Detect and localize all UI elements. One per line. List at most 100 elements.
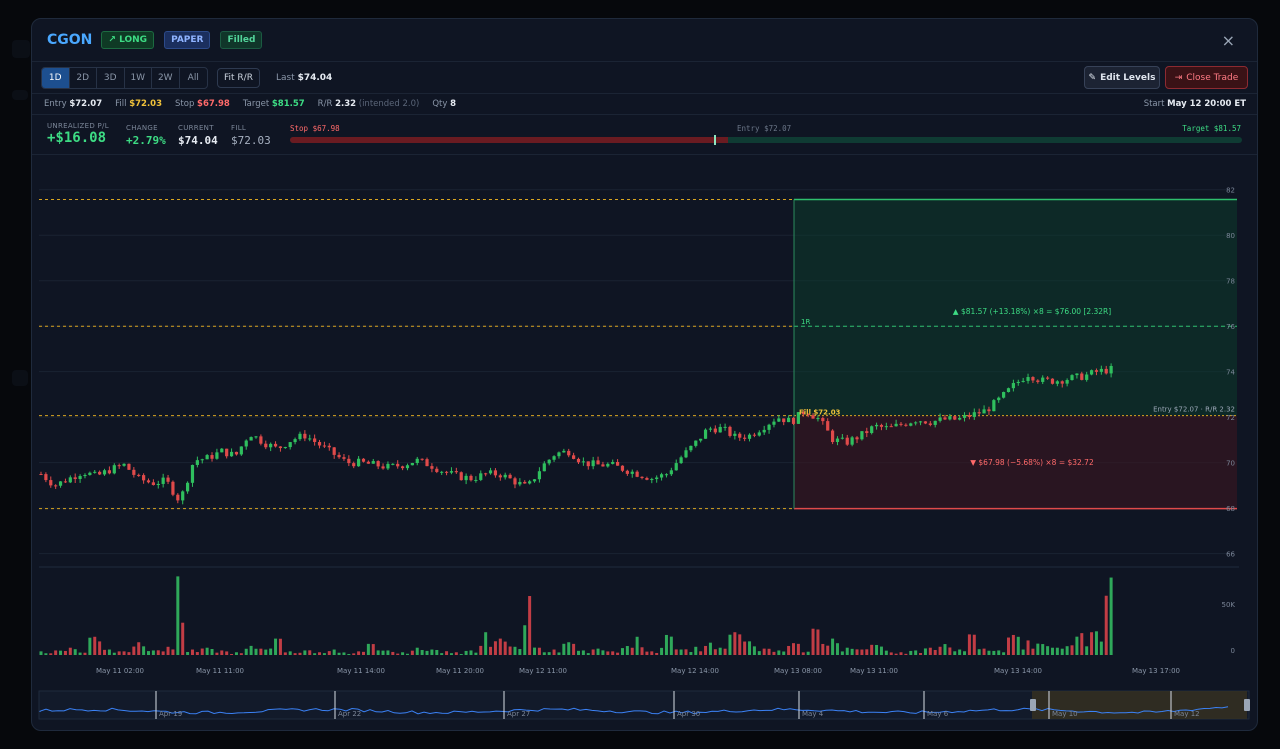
candle-body (386, 463, 390, 469)
volume-bar (963, 651, 967, 655)
candle-body (239, 446, 243, 455)
candle-body (420, 458, 424, 460)
candle-body (83, 474, 87, 477)
volume-bar (840, 651, 844, 655)
volume-bar (68, 647, 72, 655)
price-tick-label: 66 (1226, 551, 1235, 559)
volume-bar (278, 638, 282, 655)
volume-bar (83, 652, 87, 655)
candle-body (708, 428, 713, 430)
candle-body (650, 479, 654, 481)
candle-body (596, 460, 600, 465)
volume-bar (132, 646, 136, 655)
candle-body (928, 423, 932, 425)
volume-bar (63, 650, 67, 655)
volume-bar (498, 638, 502, 655)
candle-body (938, 417, 942, 421)
volume-bar (694, 646, 698, 655)
timeframe-1w[interactable]: 1W (125, 67, 152, 88)
volume-bar (371, 644, 375, 655)
volume-bar (650, 651, 654, 655)
navigator-right-handle (1244, 699, 1250, 711)
chart-toolbar: 1D 2D 3D 1W 2W All Fit R/R Last $74.04 ✎… (32, 61, 1257, 93)
fit-rr-button[interactable]: Fit R/R (217, 67, 260, 88)
candle-body (532, 479, 537, 482)
volume-bar (435, 649, 439, 655)
candle-body (259, 436, 263, 444)
timeframe-3d[interactable]: 3D (97, 67, 125, 88)
candle-body (352, 463, 356, 467)
edit-levels-button[interactable]: ✎ Edit Levels (1084, 66, 1160, 89)
volume-bar (342, 652, 346, 655)
volume-bar (234, 652, 238, 655)
volume-bar (259, 648, 263, 655)
time-tick-label: May 11 20:00 (436, 667, 484, 675)
trend-up-icon: ↗ (108, 35, 120, 45)
volume-bar (748, 641, 752, 655)
volume-bar (391, 651, 395, 655)
volume-bar (249, 645, 253, 655)
volume-bar (616, 652, 620, 655)
candle-body (967, 415, 972, 417)
candle-body (655, 477, 659, 480)
candle-body (752, 434, 757, 436)
volume-bar (977, 649, 981, 655)
candle-body (782, 418, 786, 423)
candle-body (615, 461, 620, 466)
close-trade-button[interactable]: ⇥ Close Trade (1165, 66, 1248, 89)
volume-bar (899, 652, 903, 655)
volume-bar (787, 645, 791, 655)
volume-bar (772, 651, 776, 655)
candle-body (977, 412, 981, 414)
candle-body (98, 471, 102, 475)
volume-bar (562, 643, 566, 655)
volume-bars (39, 576, 1113, 655)
candle-body (283, 447, 287, 449)
candle-body (1080, 373, 1084, 380)
candle-body (620, 465, 625, 471)
volume-bar (577, 650, 580, 655)
target-annotation: ▲ $81.57 (+13.18%) ×8 = $76.00 [2.32R] (953, 307, 1111, 316)
candle-body (772, 421, 776, 425)
volume-bar (1085, 646, 1089, 655)
candle-body (107, 470, 112, 474)
candle-body (1041, 377, 1045, 382)
price-tick-label: 72 (1226, 414, 1235, 422)
volume-bar (283, 652, 287, 655)
volume-bar (469, 650, 473, 655)
candle-body (313, 438, 317, 442)
timeframe-2d[interactable]: 2D (70, 67, 97, 88)
volume-bar (205, 647, 209, 655)
volume-bar (537, 647, 541, 655)
candle-body (78, 476, 82, 480)
volume-bar (914, 650, 918, 655)
trade-info-bar: Entry $72.07 Fill $72.03 Stop $67.98 Tar… (32, 93, 1257, 115)
timeframe-all[interactable]: All (187, 72, 199, 83)
close-icon[interactable]: × (1221, 31, 1235, 50)
candle-body (513, 478, 517, 485)
volume-bar (953, 651, 957, 655)
timeframe-1d[interactable]: 1D (42, 67, 70, 88)
volume-bar (1090, 632, 1094, 655)
volume-bar (195, 652, 199, 655)
volume-bar (1060, 648, 1064, 655)
backdrop-item (12, 370, 28, 386)
volume-bar (225, 651, 229, 655)
timeframe-2w[interactable]: 2W (152, 67, 180, 88)
candle-body (127, 463, 131, 470)
current-stat: CURRENT $74.04 (178, 124, 218, 147)
volume-bar (1046, 646, 1050, 655)
volume-bar (601, 650, 605, 655)
volume-bar (547, 652, 551, 655)
volume-bar (161, 651, 165, 655)
candle-body (606, 463, 610, 467)
candle-body (1011, 383, 1015, 389)
candle-body (508, 474, 512, 479)
price-axis: 82 80 78 76 74 72 70 68 66 (1226, 187, 1235, 559)
candle-body (444, 471, 449, 473)
volume-bar (572, 643, 576, 655)
volume-bar (430, 649, 434, 655)
volume-bar (308, 650, 312, 655)
volume-bar (586, 653, 590, 655)
